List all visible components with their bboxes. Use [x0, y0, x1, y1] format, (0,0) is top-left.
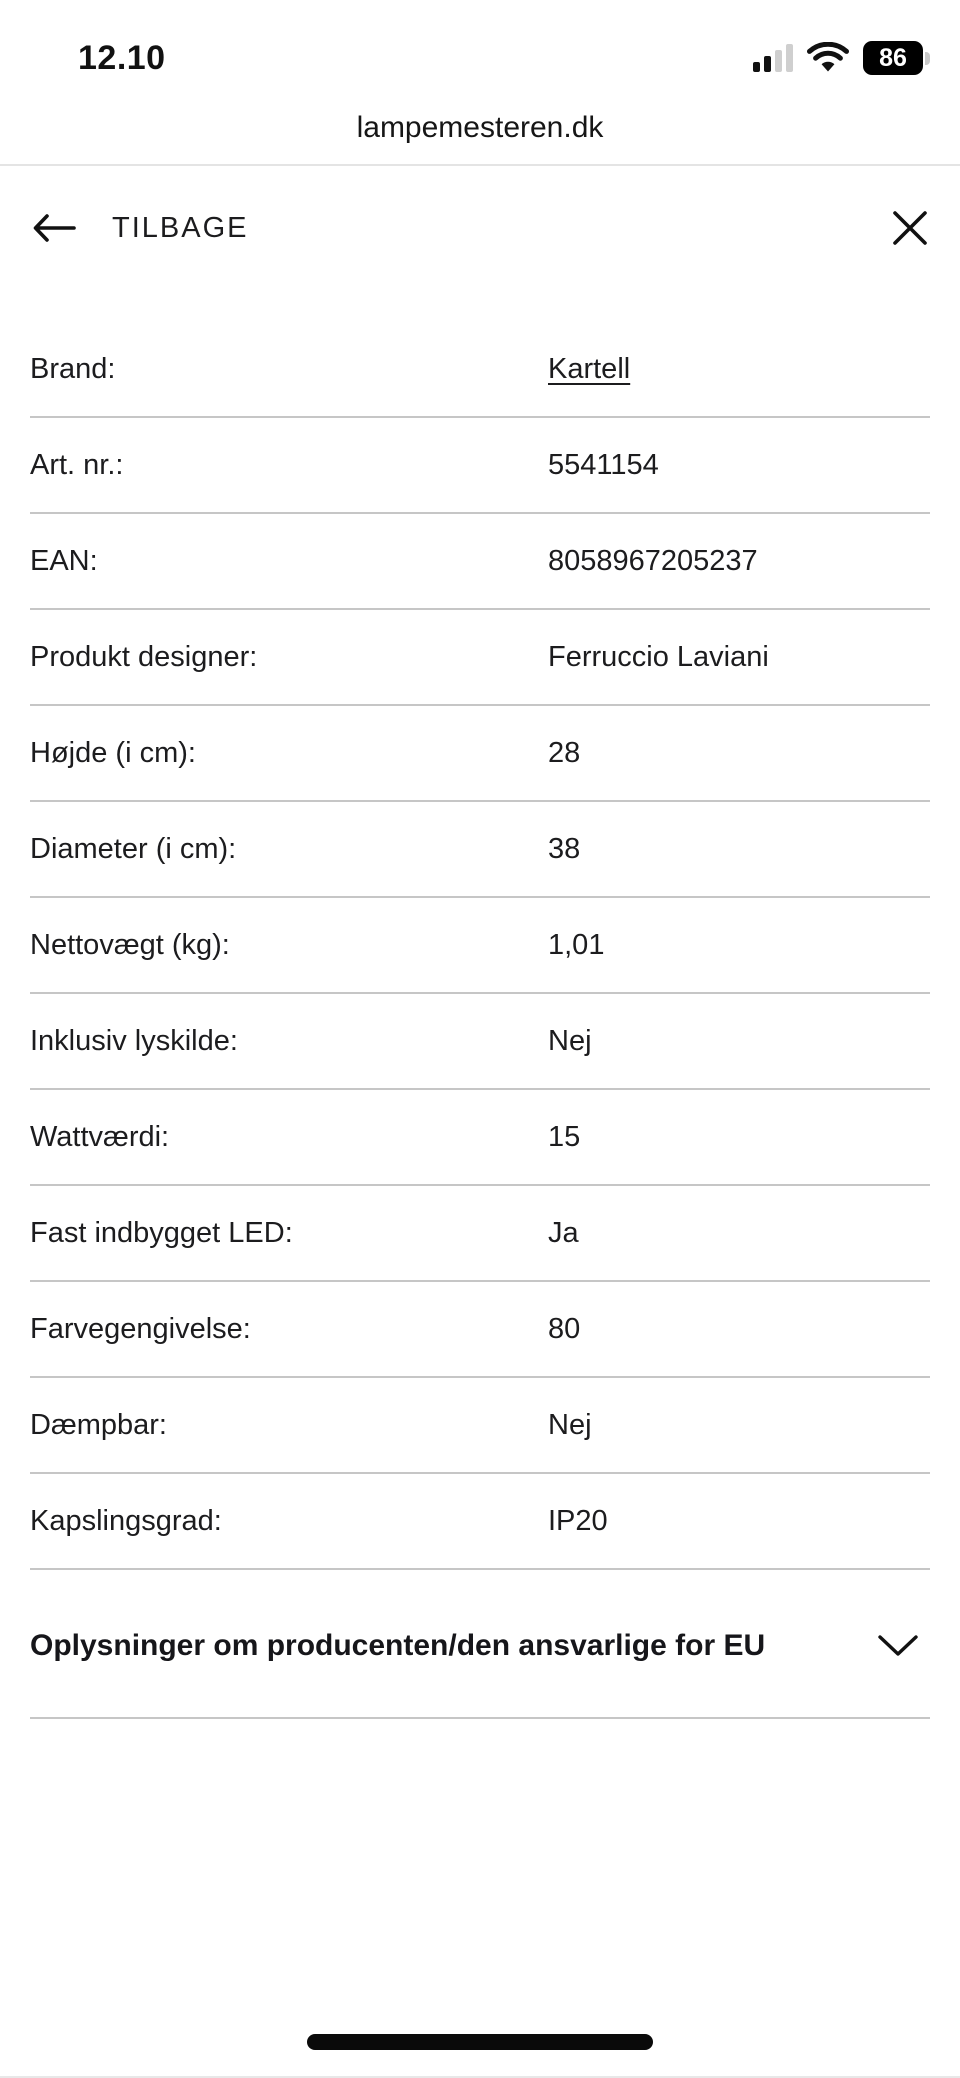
section-title: Oplysninger om producenten/den ansvarlig…: [30, 1629, 766, 1662]
close-icon: [890, 208, 930, 248]
battery-percent: 86: [879, 43, 907, 72]
wifi-icon: [807, 42, 849, 74]
spec-value: 8058967205237: [548, 544, 758, 577]
status-time: 12.10: [78, 38, 166, 77]
spec-value: 15: [548, 1120, 581, 1153]
table-row: Farvegengivelse: 80: [30, 1282, 930, 1378]
battery-icon: 86: [863, 41, 930, 75]
spec-value: IP20: [548, 1504, 608, 1537]
bottom-area: [0, 1719, 960, 2076]
spec-value: Nej: [548, 1024, 592, 1057]
spec-label: Dæmpbar:: [30, 1408, 167, 1441]
spec-value: Ja: [548, 1216, 579, 1249]
back-button-label: TILBAGE: [112, 211, 249, 244]
table-row: EAN: 8058967205237: [30, 514, 930, 610]
home-indicator[interactable]: [307, 2034, 653, 2050]
spec-label: Farvegengivelse:: [30, 1312, 251, 1345]
brand-link[interactable]: Kartell: [548, 352, 631, 385]
table-row: Dæmpbar: Nej: [30, 1378, 930, 1474]
spec-label: Inklusiv lyskilde:: [30, 1024, 238, 1057]
spec-label: Kapslingsgrad:: [30, 1504, 222, 1537]
status-icons: 86: [753, 41, 930, 75]
spec-label: Diameter (i cm):: [30, 832, 237, 865]
table-row: Inklusiv lyskilde: Nej: [30, 994, 930, 1090]
spec-label: Wattværdi:: [30, 1120, 170, 1153]
spec-value: 1,01: [548, 928, 605, 961]
table-row: Diameter (i cm): 38: [30, 802, 930, 898]
spec-value: 80: [548, 1312, 581, 1345]
spec-label: Produkt designer:: [30, 640, 258, 673]
chevron-down-icon: [876, 1633, 930, 1659]
table-row: Fast indbygget LED: Ja: [30, 1186, 930, 1282]
table-row: Produkt designer: Ferruccio Laviani: [30, 610, 930, 706]
back-arrow-icon: [30, 212, 78, 244]
spec-label: Højde (i cm):: [30, 736, 196, 769]
spec-value: 38: [548, 832, 581, 865]
sheet-header: TILBAGE: [0, 166, 960, 290]
spec-value: 28: [548, 736, 581, 769]
table-row: Højde (i cm): 28: [30, 706, 930, 802]
spec-value: Nej: [548, 1408, 592, 1441]
back-button[interactable]: TILBAGE: [30, 212, 249, 245]
table-row: Wattværdi: 15: [30, 1090, 930, 1186]
spec-label: Brand:: [30, 352, 116, 385]
cellular-signal-icon: [753, 44, 793, 72]
spec-value: Ferruccio Laviani: [548, 640, 769, 673]
product-spec-table: Brand: Kartell Art. nr.: 5541154 EAN: 80…: [30, 322, 930, 1570]
spec-label: Nettovægt (kg):: [30, 928, 230, 961]
table-row: Brand: Kartell: [30, 322, 930, 418]
table-row: Art. nr.: 5541154: [30, 418, 930, 514]
section-toggle-producer-info[interactable]: Oplysninger om producenten/den ansvarlig…: [30, 1570, 930, 1719]
table-row: Kapslingsgrad: IP20: [30, 1474, 930, 1570]
spec-label: Fast indbygget LED:: [30, 1216, 293, 1249]
close-button[interactable]: [890, 208, 930, 248]
url-bar[interactable]: lampemesteren.dk: [0, 92, 960, 166]
spec-value: 5541154: [548, 448, 659, 481]
status-bar: 12.10 86: [0, 0, 960, 92]
spec-label: EAN:: [30, 544, 98, 577]
url-domain[interactable]: lampemesteren.dk: [356, 111, 604, 144]
table-row: Nettovægt (kg): 1,01: [30, 898, 930, 994]
spec-label: Art. nr.:: [30, 448, 124, 481]
